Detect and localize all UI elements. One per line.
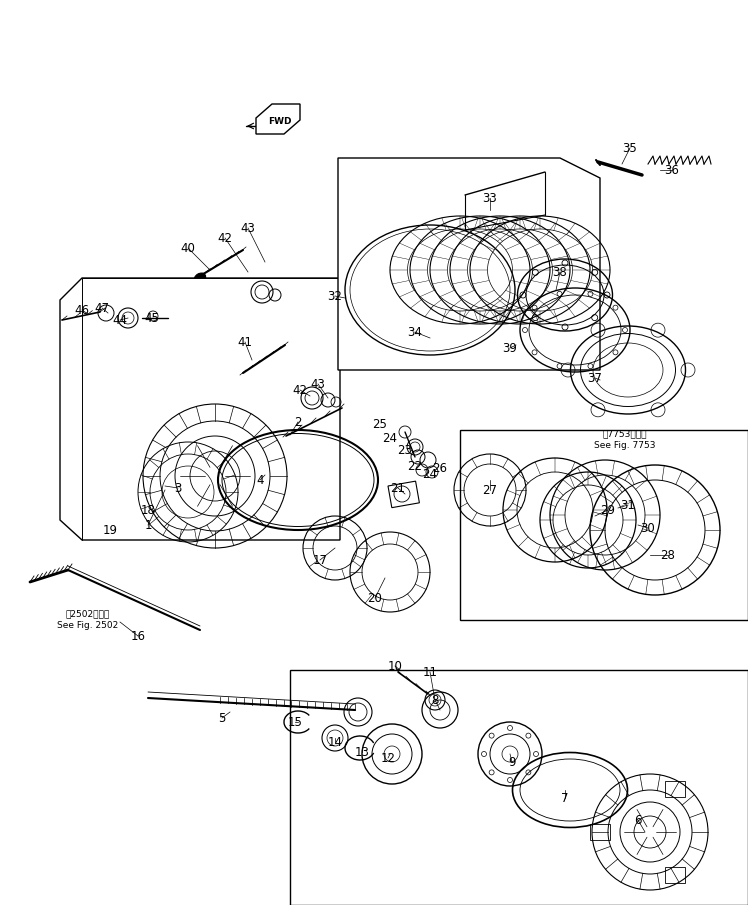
Text: 11: 11 [423,665,438,679]
Text: 42: 42 [292,384,307,396]
Text: 4: 4 [257,473,264,487]
Text: 21: 21 [390,481,405,494]
Text: 2: 2 [294,415,301,428]
Text: 39: 39 [503,341,518,355]
Text: 27: 27 [482,483,497,497]
Text: 34: 34 [408,326,423,338]
Text: 3: 3 [174,481,182,494]
Text: 14: 14 [328,736,343,748]
Text: 35: 35 [622,141,637,155]
Text: 38: 38 [553,265,568,279]
Polygon shape [290,670,748,905]
Text: 18: 18 [141,503,156,517]
Polygon shape [60,278,340,540]
Text: 44: 44 [112,313,127,327]
Text: 47: 47 [94,301,109,315]
Text: 24: 24 [423,468,438,481]
Text: 8: 8 [432,693,438,707]
Text: FWD: FWD [269,117,292,126]
Text: 13: 13 [355,746,370,758]
FancyBboxPatch shape [590,824,610,840]
Text: 5: 5 [218,711,226,725]
Text: 16: 16 [130,630,146,643]
Ellipse shape [237,370,248,380]
Text: 24: 24 [382,432,397,444]
Text: 40: 40 [180,242,195,254]
Text: 45: 45 [144,311,159,325]
Text: 23: 23 [398,443,412,456]
Text: 【2502図参照
See Fig. 2502: 【2502図参照 See Fig. 2502 [58,610,119,631]
Ellipse shape [194,273,206,283]
Text: 22: 22 [408,460,423,472]
Text: 7: 7 [561,792,568,805]
Text: 42: 42 [218,232,233,244]
Text: 17: 17 [313,554,328,567]
Text: 36: 36 [664,164,679,176]
Text: 10: 10 [387,660,402,672]
Text: 1: 1 [144,519,152,531]
Text: 30: 30 [640,521,655,535]
Text: 第7753図参照
See Fig. 7753: 第7753図参照 See Fig. 7753 [594,430,656,451]
Text: 46: 46 [75,303,90,317]
Text: 20: 20 [367,592,382,605]
Polygon shape [338,158,600,370]
Text: 41: 41 [238,336,253,348]
Text: 29: 29 [601,503,616,517]
Text: 32: 32 [328,290,343,302]
Text: 37: 37 [588,371,602,385]
Text: 6: 6 [634,814,642,826]
FancyBboxPatch shape [665,781,685,796]
Polygon shape [460,430,748,620]
Text: 12: 12 [381,751,396,765]
Text: 25: 25 [373,417,387,431]
FancyBboxPatch shape [665,867,685,883]
Text: 43: 43 [241,222,255,234]
Text: 19: 19 [102,523,117,537]
Text: 31: 31 [621,499,636,511]
Text: 28: 28 [660,548,675,561]
Polygon shape [256,104,300,134]
Text: 15: 15 [287,716,302,729]
Text: 43: 43 [310,377,325,390]
Text: 33: 33 [482,192,497,205]
Text: 9: 9 [508,756,516,768]
Text: 26: 26 [432,462,447,474]
Bar [388,481,420,508]
